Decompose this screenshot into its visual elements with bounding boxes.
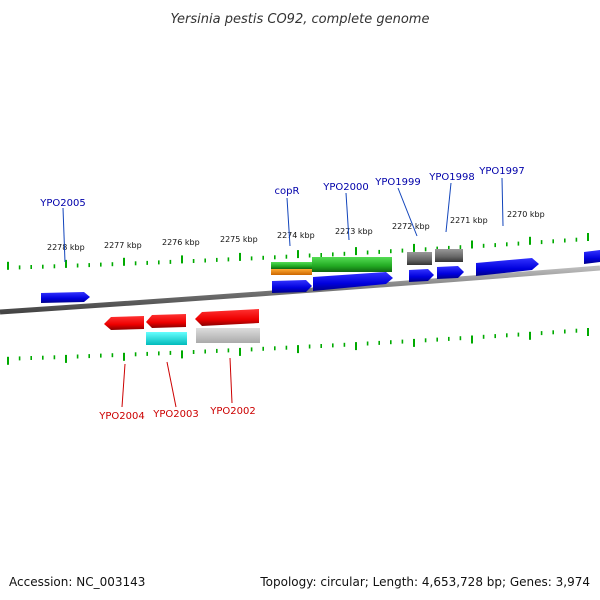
gene-ypo2004[interactable]	[104, 316, 144, 330]
genome-summary-text: Topology: circular; Length: 4,653,728 bp…	[259, 575, 590, 589]
label-ypo2005: YPO2005	[39, 198, 85, 209]
scale-label-2273: 2273 kbp	[335, 227, 373, 236]
gene-ypo2005[interactable]	[41, 292, 90, 303]
scale-label-2271: 2271 kbp	[450, 216, 488, 225]
gene-ypo1998-feature[interactable]	[435, 249, 463, 262]
scale-label-2277: 2277 kbp	[104, 241, 142, 250]
label-line-ypo1999	[397, 187, 418, 237]
gene-ypo1998[interactable]	[437, 266, 464, 279]
label-line-ypo2005	[62, 207, 66, 263]
label-copr: copR	[275, 186, 300, 197]
gene-ypo2003-feature[interactable]	[146, 332, 187, 345]
label-ypo1997: YPO1997	[478, 166, 524, 177]
label-line-ypo2002	[229, 357, 233, 404]
gene-ypo2000[interactable]	[313, 272, 393, 291]
label-line-ypo1998	[445, 182, 452, 233]
label-ypo2000: YPO2000	[322, 182, 368, 193]
gene-ypo2000-feature[interactable]	[312, 257, 392, 272]
label-ypo2004: YPO2004	[98, 411, 144, 422]
label-ypo2003: YPO2003	[152, 409, 198, 420]
label-line-ypo2004	[121, 363, 126, 408]
gene-ypo2002-feature[interactable]	[196, 328, 260, 343]
label-ypo2002: YPO2002	[209, 406, 255, 417]
scale-label-2270: 2270 kbp	[507, 210, 545, 219]
label-line-ypo2000	[345, 192, 350, 241]
scale-label-2274: 2274 kbp	[277, 231, 315, 240]
gene-ypo1999[interactable]	[409, 269, 434, 282]
scale-label-2278: 2278 kbp	[47, 243, 85, 252]
gene-ypo1999-feature[interactable]	[407, 252, 432, 265]
map-title: Yersinia pestis CO92, complete genome	[171, 12, 430, 27]
gene-copr[interactable]	[272, 280, 312, 293]
gene-ypo2002[interactable]	[195, 309, 259, 326]
scale-label-2275: 2275 kbp	[220, 235, 258, 244]
gene-copr-cds[interactable]	[271, 269, 312, 275]
scale-label-2272: 2272 kbp	[392, 222, 430, 231]
gene-ypo2003[interactable]	[146, 314, 186, 328]
scale-ticks-lower	[7, 328, 589, 365]
label-line-ypo1997	[501, 177, 504, 227]
label-line-ypo2003	[166, 361, 177, 408]
scale-ticks-upper	[7, 233, 589, 270]
gene-ypo1997[interactable]	[476, 258, 539, 276]
accession-text: Accession: NC_003143	[9, 575, 145, 589]
gene-partial-right[interactable]	[584, 250, 600, 264]
label-line-copr	[286, 197, 291, 247]
label-ypo1999: YPO1999	[374, 177, 420, 188]
gene-copr-feature[interactable]	[271, 262, 312, 269]
label-ypo1998: YPO1998	[428, 172, 474, 183]
scale-label-2276: 2276 kbp	[162, 238, 200, 247]
